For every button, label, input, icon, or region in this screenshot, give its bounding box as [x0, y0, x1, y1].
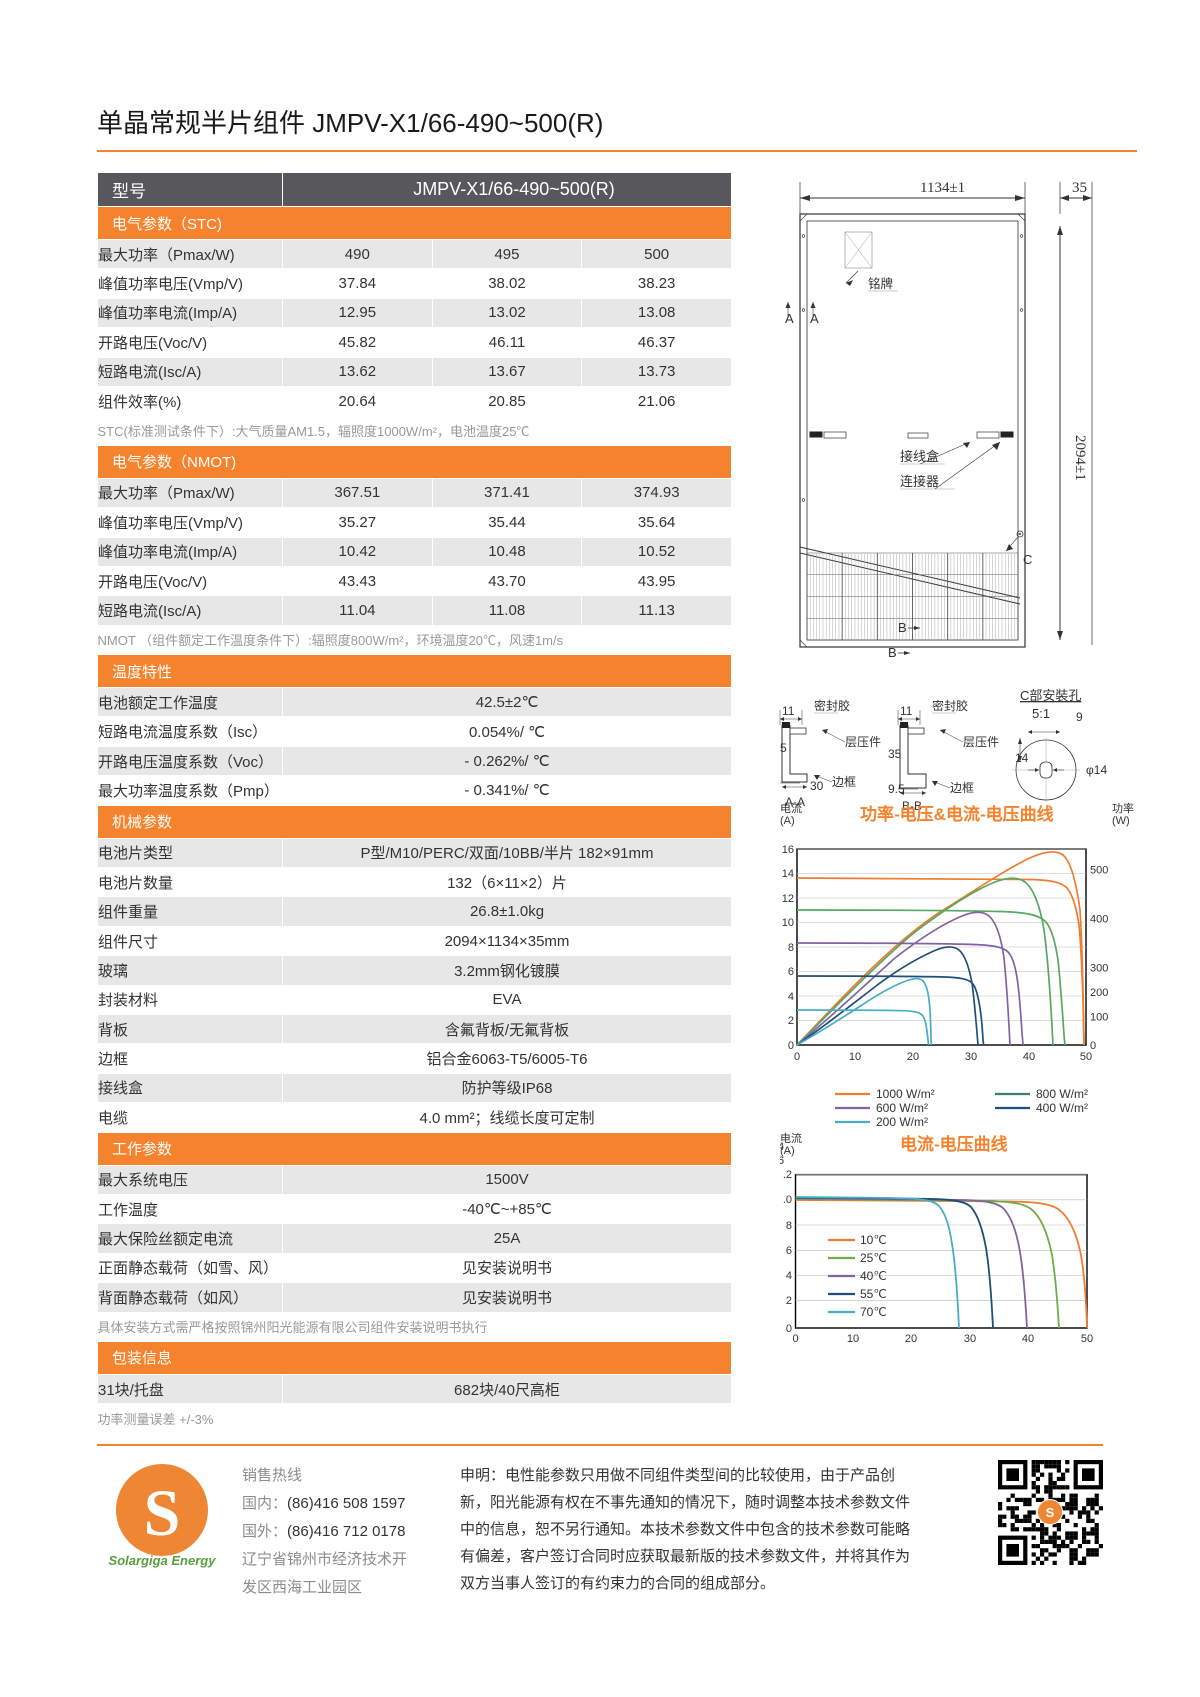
svg-text:5:1: 5:1: [1032, 706, 1050, 721]
svg-text:1000 W/m²: 1000 W/m²: [876, 1088, 935, 1101]
svg-text:.0: .0: [783, 1194, 792, 1206]
svg-text:8: 8: [786, 1220, 792, 1232]
svg-text:30: 30: [965, 1051, 977, 1063]
svg-text:200: 200: [1090, 987, 1108, 999]
svg-text:11: 11: [782, 704, 795, 718]
svg-text:40: 40: [1023, 1051, 1035, 1063]
svg-text:4: 4: [788, 991, 794, 1003]
svg-text:B: B: [898, 620, 907, 635]
svg-text:5: 5: [780, 741, 787, 755]
svg-text:2094±1: 2094±1: [1072, 435, 1088, 481]
svg-text:8: 8: [788, 942, 794, 954]
svg-text:层压件: 层压件: [963, 735, 999, 749]
svg-text:密封胶: 密封胶: [932, 698, 968, 713]
svg-text:30: 30: [964, 1333, 976, 1345]
svg-text:40: 40: [1022, 1333, 1034, 1345]
svg-text:S: S: [1046, 1505, 1055, 1520]
svg-text:200 W/m²: 200 W/m²: [876, 1115, 928, 1129]
svg-text:(W): (W): [1112, 815, 1130, 827]
svg-text:300: 300: [1090, 963, 1108, 975]
svg-text:50: 50: [1081, 1333, 1093, 1345]
svg-text:2: 2: [786, 1295, 792, 1307]
svg-text:400: 400: [1090, 914, 1108, 926]
svg-text:0: 0: [786, 1323, 792, 1335]
svg-text:35: 35: [1072, 180, 1087, 196]
svg-text:500: 500: [1090, 865, 1108, 877]
svg-text:400 W/m²: 400 W/m²: [1036, 1101, 1088, 1115]
svg-text:10: 10: [847, 1333, 859, 1345]
svg-text:φ14: φ14: [1086, 763, 1107, 777]
svg-text:600 W/m²: 600 W/m²: [876, 1101, 928, 1115]
svg-text:20: 20: [907, 1051, 919, 1063]
svg-text:35: 35: [888, 747, 902, 761]
svg-text:10: 10: [782, 917, 794, 929]
svg-text:11: 11: [900, 704, 913, 718]
svg-text:Solargiga Energy: Solargiga Energy: [109, 1553, 217, 1568]
svg-text:(A): (A): [780, 815, 795, 827]
svg-text:C部安裝孔: C部安裝孔: [1020, 688, 1081, 703]
svg-text:10℃: 10℃: [860, 1233, 887, 1247]
svg-text:16: 16: [782, 844, 794, 856]
svg-text:电流: 电流: [780, 801, 802, 815]
svg-text:C: C: [1023, 552, 1032, 567]
svg-text:.4: .4: [780, 1141, 784, 1153]
svg-text:S: S: [144, 1477, 181, 1550]
svg-text:6: 6: [786, 1245, 792, 1257]
svg-text:70℃: 70℃: [860, 1305, 887, 1319]
svg-text:密封胶: 密封胶: [814, 698, 850, 713]
svg-text:B: B: [888, 645, 897, 660]
svg-text:.6: .6: [780, 1155, 784, 1167]
svg-text:100: 100: [1090, 1012, 1108, 1024]
svg-text:2: 2: [788, 1015, 794, 1027]
svg-text:A: A: [785, 311, 794, 326]
svg-text:连接器: 连接器: [900, 474, 939, 489]
svg-text:800 W/m²: 800 W/m²: [1036, 1088, 1088, 1101]
svg-text:20: 20: [905, 1333, 917, 1345]
svg-text:6: 6: [788, 966, 794, 978]
svg-text:层压件: 层压件: [845, 735, 881, 749]
svg-text:40℃: 40℃: [860, 1269, 887, 1283]
svg-text:铭牌: 铭牌: [868, 276, 893, 291]
svg-text:50: 50: [1080, 1051, 1092, 1063]
svg-text:接线盒: 接线盒: [900, 449, 939, 464]
svg-text:1134±1: 1134±1: [920, 180, 965, 196]
svg-text:4: 4: [786, 1270, 792, 1282]
svg-text:功率: 功率: [1112, 801, 1134, 815]
svg-text:12: 12: [782, 893, 794, 905]
svg-text:10: 10: [849, 1051, 861, 1063]
svg-text:A: A: [810, 311, 819, 326]
svg-text:0: 0: [794, 1051, 800, 1063]
svg-text:0: 0: [792, 1333, 798, 1345]
svg-text:55℃: 55℃: [860, 1287, 887, 1301]
svg-text:.2: .2: [783, 1169, 792, 1181]
svg-text:电流-电压曲线: 电流-电压曲线: [900, 1134, 1008, 1154]
svg-text:边框: 边框: [832, 775, 856, 789]
svg-text:功率-电压&电流-电压曲线: 功率-电压&电流-电压曲线: [860, 804, 1054, 824]
svg-text:9: 9: [1076, 710, 1083, 724]
svg-text:14: 14: [782, 868, 794, 880]
svg-text:25℃: 25℃: [860, 1251, 887, 1265]
svg-text:14: 14: [1015, 751, 1029, 765]
